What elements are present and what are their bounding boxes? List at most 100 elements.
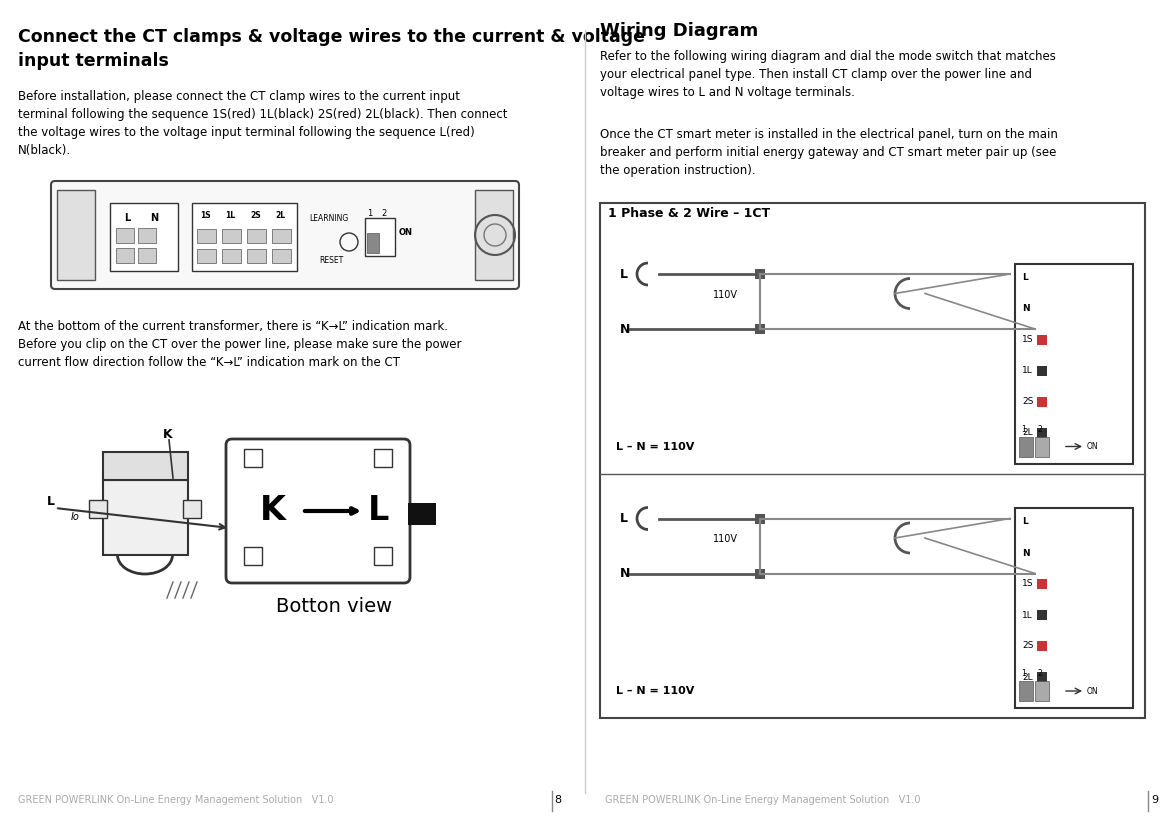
Text: L: L: [620, 267, 628, 281]
Text: 1S: 1S: [1023, 335, 1033, 344]
Text: 1L: 1L: [225, 211, 235, 220]
Bar: [138, 228, 156, 243]
Text: L: L: [1023, 518, 1027, 527]
Bar: [1037, 610, 1047, 620]
Text: L: L: [47, 495, 55, 508]
Bar: [1037, 579, 1047, 589]
Bar: [57, 190, 95, 280]
Bar: [245, 547, 262, 565]
Bar: [116, 248, 135, 263]
Text: 1 Phase & 2 Wire – 1CT: 1 Phase & 2 Wire – 1CT: [608, 207, 770, 220]
Text: 1L: 1L: [1023, 611, 1033, 620]
Text: LEARNING: LEARNING: [309, 214, 349, 223]
Bar: [374, 449, 392, 467]
Bar: [1037, 672, 1047, 682]
Text: Before installation, please connect the CT clamp wires to the current input
term: Before installation, please connect the …: [18, 90, 508, 157]
Text: 2S: 2S: [1023, 641, 1033, 650]
Bar: [197, 229, 216, 243]
Text: K: K: [260, 495, 285, 528]
Text: 2: 2: [381, 209, 386, 218]
Text: L: L: [369, 495, 390, 528]
Bar: [1035, 436, 1049, 457]
Text: 2S: 2S: [1023, 397, 1033, 406]
Text: N: N: [620, 567, 631, 580]
Bar: [1037, 334, 1047, 345]
Text: RESET: RESET: [319, 256, 343, 265]
Bar: [374, 547, 392, 565]
Bar: [183, 500, 201, 518]
Text: 2L: 2L: [1023, 428, 1033, 437]
Bar: [600, 203, 1145, 718]
Bar: [365, 218, 395, 256]
Bar: [222, 229, 241, 243]
Bar: [755, 569, 765, 579]
Bar: [110, 203, 178, 271]
Text: 9: 9: [1151, 795, 1158, 805]
Text: 2S: 2S: [250, 211, 261, 220]
Text: L: L: [620, 512, 628, 525]
Text: Wiring Diagram: Wiring Diagram: [600, 22, 758, 40]
Bar: [755, 514, 765, 523]
Text: 2: 2: [1037, 425, 1041, 434]
Text: K: K: [163, 428, 173, 441]
Bar: [103, 452, 188, 480]
Bar: [1037, 365, 1047, 375]
Text: 1S: 1S: [1023, 579, 1033, 588]
Text: N: N: [150, 213, 158, 223]
Text: Refer to the following wiring diagram and dial the mode switch that matches
your: Refer to the following wiring diagram an…: [600, 50, 1055, 99]
Bar: [1016, 263, 1133, 463]
Text: 110V: 110V: [713, 290, 737, 300]
Text: Connect the CT clamps & voltage wires to the current & voltage
input terminals: Connect the CT clamps & voltage wires to…: [18, 28, 645, 70]
Text: GREEN POWERLINK On-Line Energy Management Solution   V1.0: GREEN POWERLINK On-Line Energy Managemen…: [605, 795, 921, 805]
Text: 2L: 2L: [1023, 672, 1033, 681]
Bar: [1019, 436, 1033, 457]
Bar: [103, 480, 188, 555]
Bar: [138, 248, 156, 263]
Text: ON: ON: [399, 228, 413, 237]
Text: 2: 2: [1037, 669, 1041, 678]
Bar: [475, 190, 512, 280]
Bar: [1019, 681, 1033, 701]
Bar: [197, 249, 216, 263]
Text: 8: 8: [555, 795, 562, 805]
Bar: [1037, 397, 1047, 407]
Bar: [271, 249, 291, 263]
Text: Once the CT smart meter is installed in the electrical panel, turn on the main
b: Once the CT smart meter is installed in …: [600, 128, 1058, 177]
Text: N: N: [1023, 304, 1030, 313]
Text: 1S: 1S: [200, 211, 211, 220]
Bar: [408, 503, 436, 525]
Text: N: N: [620, 323, 631, 336]
FancyBboxPatch shape: [51, 181, 519, 289]
Text: Io: Io: [71, 512, 80, 522]
Bar: [367, 233, 379, 253]
Text: N: N: [1023, 548, 1030, 557]
Text: 1L: 1L: [1023, 366, 1033, 375]
Text: At the bottom of the current transformer, there is “K→L” indication mark.
Before: At the bottom of the current transformer…: [18, 320, 461, 369]
Bar: [755, 324, 765, 334]
Bar: [192, 203, 297, 271]
FancyBboxPatch shape: [226, 439, 410, 583]
Bar: [247, 249, 266, 263]
Text: 1: 1: [367, 209, 372, 218]
Text: 1: 1: [1021, 669, 1026, 678]
Bar: [1037, 641, 1047, 651]
Text: GREEN POWERLINK On-Line Energy Management Solution   V1.0: GREEN POWERLINK On-Line Energy Managemen…: [18, 795, 333, 805]
Text: 2L: 2L: [275, 211, 285, 220]
Bar: [1016, 508, 1133, 708]
Text: ON: ON: [1087, 442, 1099, 451]
Bar: [116, 228, 135, 243]
Bar: [222, 249, 241, 263]
Text: L – N = 110V: L – N = 110V: [615, 686, 694, 696]
Bar: [247, 229, 266, 243]
Bar: [89, 500, 106, 518]
Text: 110V: 110V: [713, 534, 737, 544]
Text: L – N = 110V: L – N = 110V: [615, 441, 694, 452]
Bar: [1037, 427, 1047, 438]
Text: L: L: [1023, 273, 1027, 282]
Text: L: L: [124, 213, 130, 223]
Text: Botton view: Botton view: [276, 597, 392, 616]
Text: ON: ON: [1087, 686, 1099, 695]
Bar: [271, 229, 291, 243]
Bar: [245, 449, 262, 467]
Bar: [755, 269, 765, 279]
